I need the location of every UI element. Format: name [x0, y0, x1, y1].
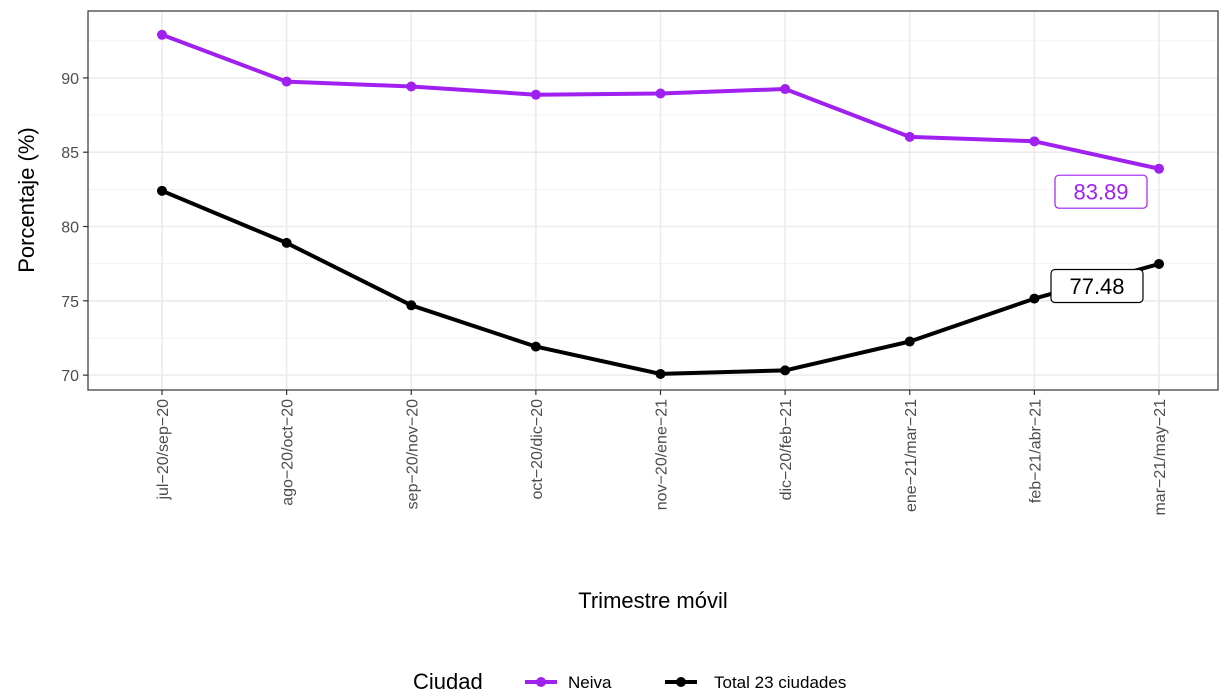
y-tick-label: 75 — [61, 294, 79, 311]
x-tick-label: jul−20/sep−20 — [155, 399, 172, 501]
end-label-box — [1054, 174, 1148, 209]
x-axis-title: Trimestre móvil — [578, 588, 728, 613]
x-tick-label: ago−20/oct−20 — [280, 399, 297, 506]
y-tick-label: 90 — [61, 71, 79, 88]
plot-panel-border — [87, 10, 1219, 391]
data-point — [406, 81, 417, 92]
end-label: 77.48 — [1069, 274, 1124, 299]
y-tick-label: 85 — [61, 145, 79, 162]
legend-key-point — [536, 677, 546, 687]
grid — [88, 11, 1218, 390]
y-tick-label: 70 — [61, 368, 79, 385]
data-point — [157, 29, 167, 40]
data-point — [780, 84, 791, 95]
end-labels: 83.89 77.48 — [1050, 174, 1148, 304]
data-point — [157, 185, 167, 196]
data-point — [281, 237, 292, 248]
data-point — [904, 131, 915, 142]
data-point — [406, 300, 417, 311]
x-tick-label: ene−21/mar−21 — [903, 399, 920, 512]
data-point — [904, 336, 915, 347]
data-point — [655, 88, 666, 99]
end-label: 83.89 — [1073, 180, 1128, 205]
data-point — [1029, 136, 1040, 147]
data-point — [530, 89, 541, 100]
y-axis: 70 75 80 85 90 — [61, 71, 88, 385]
y-axis-title: Porcentaje (%) — [14, 127, 39, 273]
data-point — [1154, 163, 1164, 174]
x-tick-label: mar−21/may−21 — [1152, 399, 1169, 516]
data-point — [655, 368, 666, 379]
data-point — [530, 341, 541, 352]
x-axis: jul−20/sep−20 ago−20/oct−20 sep−20/nov−20 o… — [155, 390, 1169, 516]
x-tick-label: nov−20/ene−21 — [654, 399, 671, 510]
data-point — [1029, 293, 1040, 304]
x-tick-label: feb−21/abr−21 — [1027, 399, 1044, 503]
data-point — [780, 365, 791, 376]
legend-label: Total 23 ciudades — [714, 673, 846, 692]
legend-label: Neiva — [568, 673, 612, 692]
series-layer — [157, 29, 1164, 379]
end-label-box — [1050, 268, 1144, 304]
data-point — [1154, 258, 1164, 269]
legend-title: Ciudad — [413, 669, 483, 694]
x-tick-label: sep−20/nov−20 — [404, 399, 421, 509]
data-point — [281, 76, 292, 87]
x-tick-label: dic−20/feb−21 — [778, 399, 795, 501]
x-tick-label: oct−20/dic−20 — [529, 399, 546, 500]
y-tick-label: 80 — [61, 220, 79, 237]
legend: Ciudad Neiva Total 23 ciudades — [413, 669, 846, 694]
legend-key-point — [676, 677, 686, 687]
